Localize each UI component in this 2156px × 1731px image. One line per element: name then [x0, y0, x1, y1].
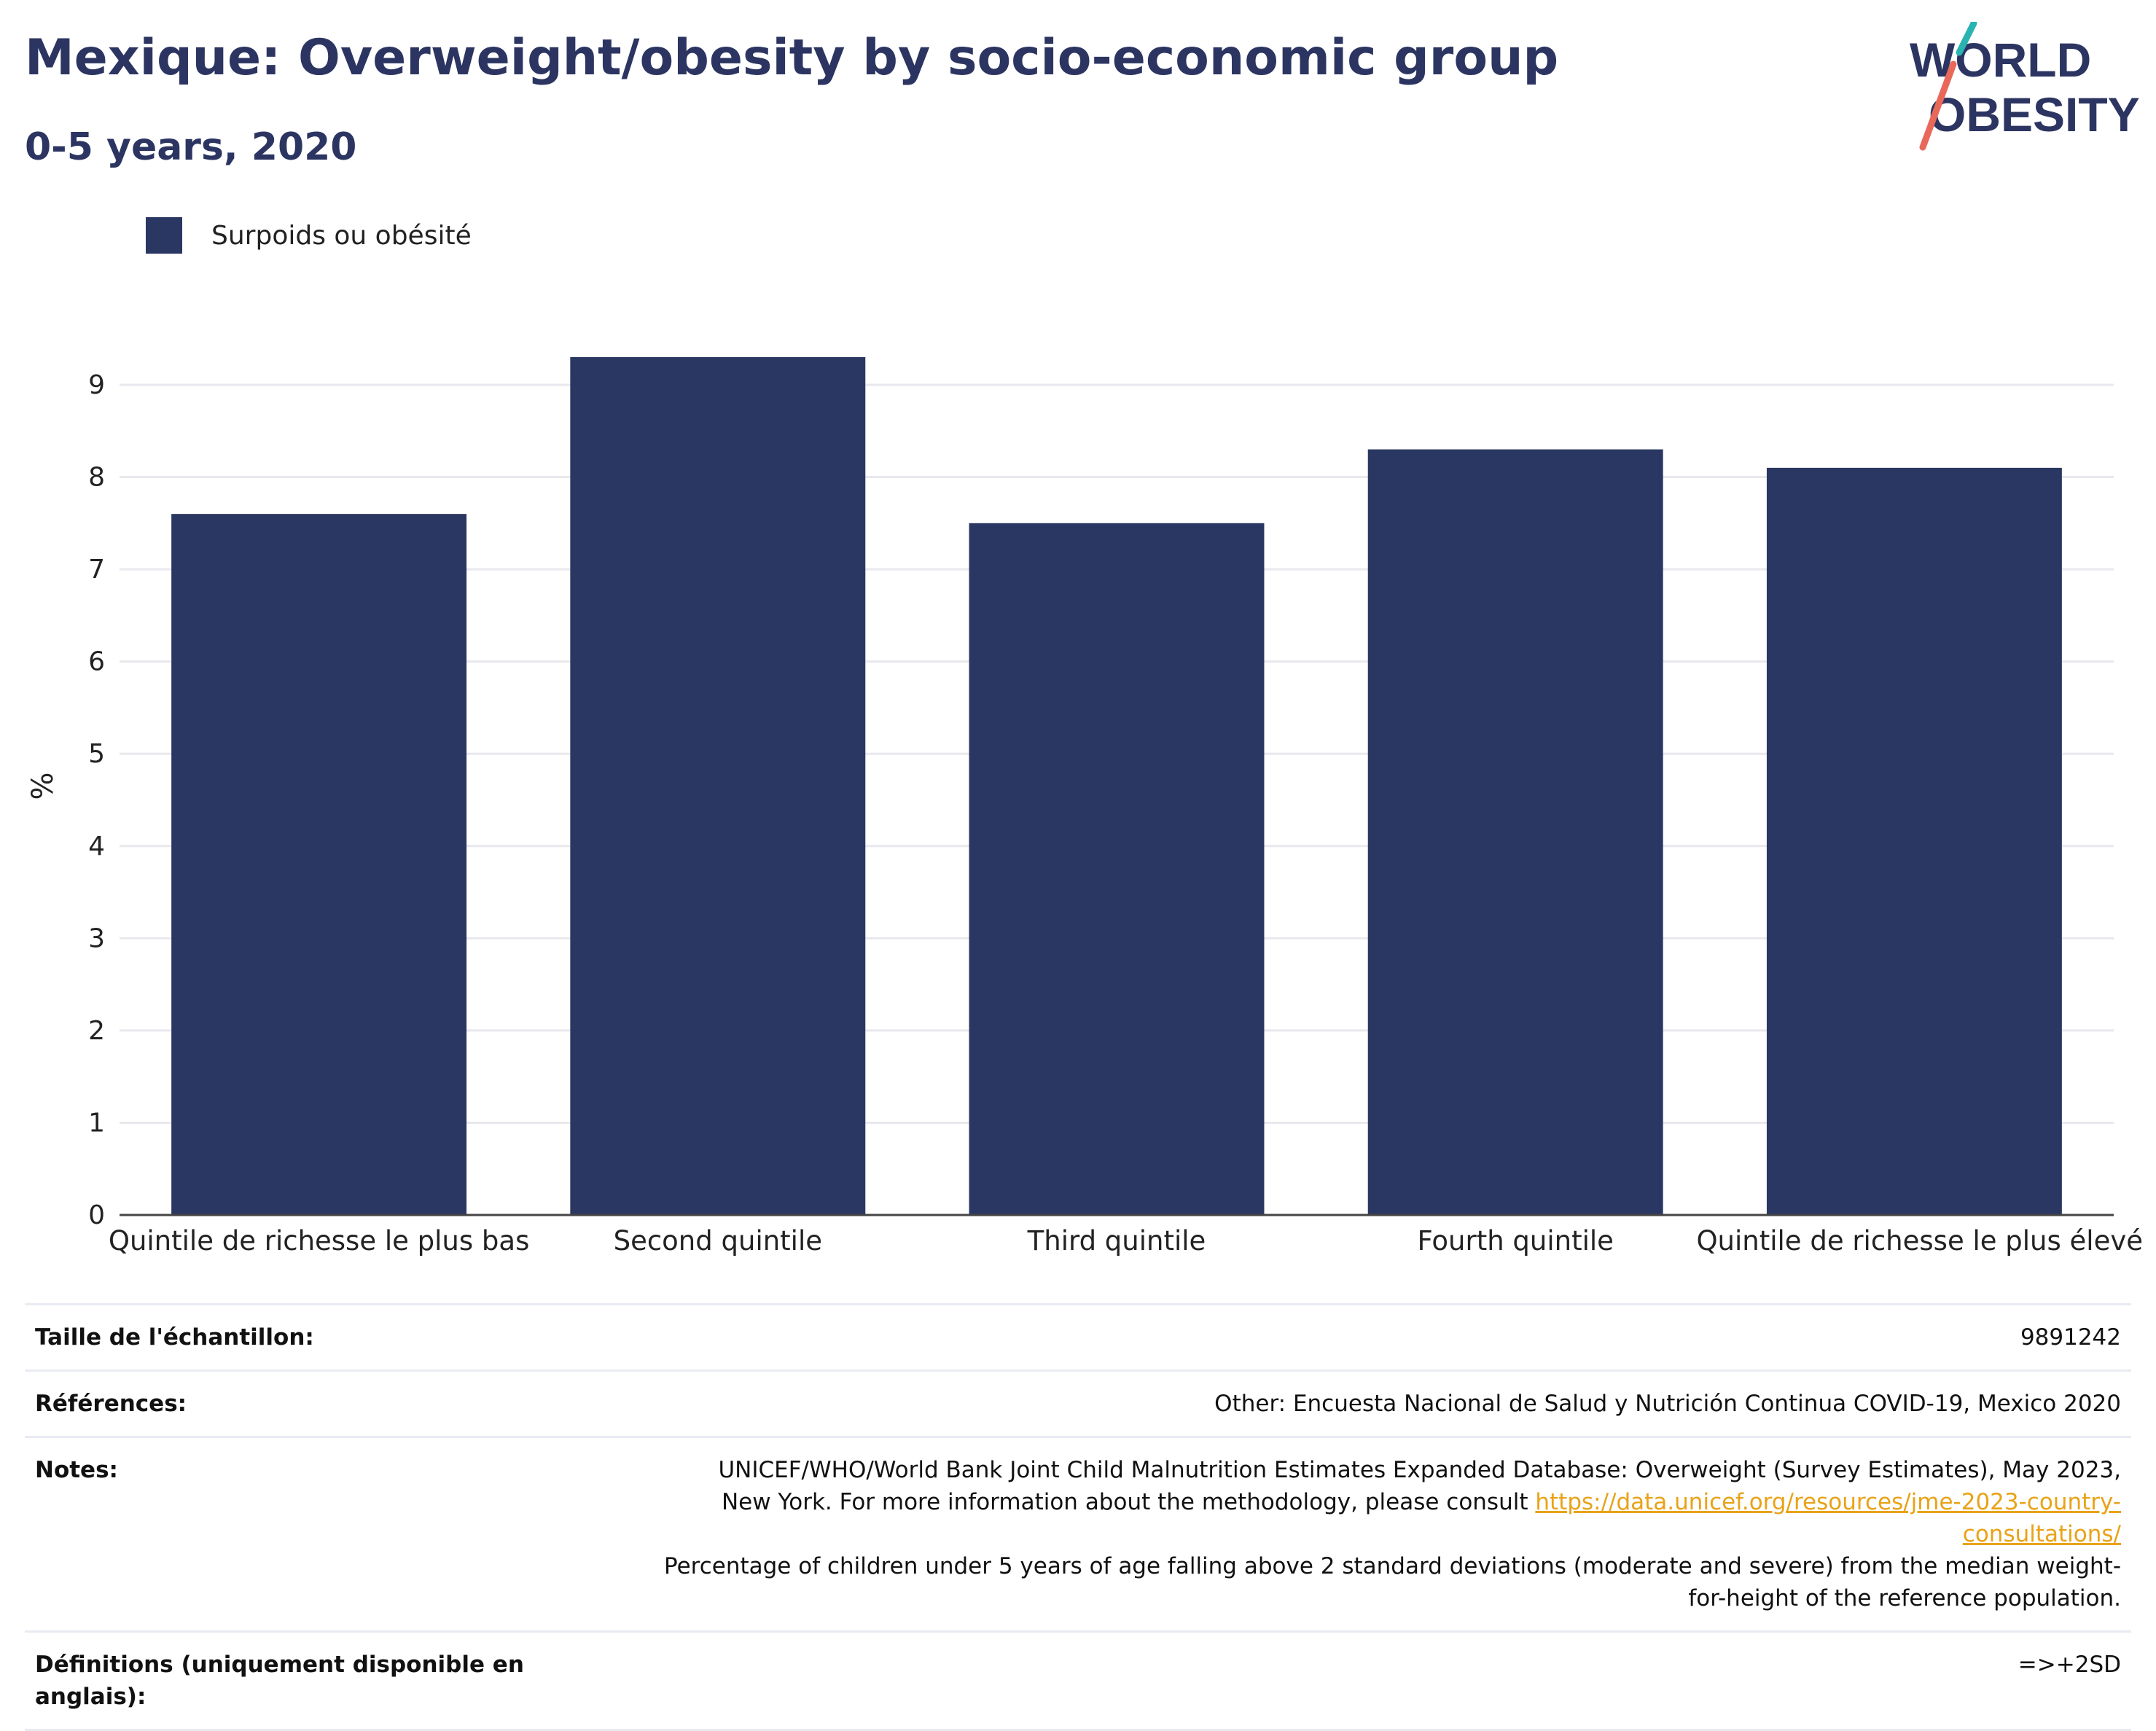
- logo-word-obesity: OBESITY: [1929, 87, 2140, 141]
- notes-label: Notes:: [35, 1457, 118, 1483]
- world-obesity-logo: WORLD OBESITY: [1910, 22, 2140, 151]
- chart-legend[interactable]: Surpoids ou obésité: [146, 216, 472, 255]
- y-tick-label: 7: [88, 555, 105, 585]
- y-tick-label: 9: [88, 370, 105, 400]
- notes-text-1: UNICEF/WHO/World Bank Joint Child Malnut…: [718, 1457, 2121, 1515]
- bar: [969, 523, 1265, 1215]
- y-tick-label: 0: [88, 1200, 105, 1230]
- sample-size-label: Taille de l'échantillon:: [35, 1324, 314, 1351]
- notes-value: UNICEF/WHO/World Bank Joint Child Malnut…: [663, 1454, 2121, 1614]
- bar: [570, 357, 866, 1215]
- sample-size-row: Taille de l'échantillon: 9891242: [25, 1303, 2131, 1369]
- x-tick-label: Quintile de richesse le plus élevé: [1696, 1225, 2143, 1257]
- notes-link[interactable]: https://data.unicef.org/resources/jme-20…: [1535, 1489, 2121, 1547]
- legend-swatch: [146, 217, 182, 254]
- bar-chart: 0 1 2 3 4 5 6 7 8 9% Quintile de richesse le plus …: [26, 357, 2143, 1257]
- definitions-label: Définitions (uniquement disponible en an…: [35, 1652, 524, 1710]
- chart-title: Mexique: Overweight/obesity by socio-eco…: [25, 29, 1559, 87]
- y-tick-label: 2: [88, 1016, 105, 1046]
- notes-text-2: Percentage of children under 5 years of …: [663, 1553, 2121, 1611]
- definitions-row: Définitions (uniquement disponible en an…: [25, 1630, 2131, 1731]
- y-tick-label: 5: [88, 739, 105, 769]
- logo-word-world: WORLD: [1910, 33, 2091, 87]
- references-value: Other: Encuesta Nacional de Salud y Nutr…: [1214, 1391, 2121, 1417]
- legend-label: Surpoids ou obésité: [211, 220, 472, 251]
- references-label: Références:: [35, 1391, 187, 1417]
- x-tick-label: Fourth quintile: [1417, 1225, 1613, 1257]
- x-tick-label: Third quintile: [1027, 1225, 1206, 1257]
- sample-size-value: 9891242: [2020, 1324, 2121, 1351]
- x-tick-label: Second quintile: [614, 1225, 822, 1257]
- metadata-table: Taille de l'échantillon: 9891242 Référen…: [25, 1303, 2131, 1731]
- chart-subtitle: 0-5 years, 2020: [25, 125, 357, 169]
- bar: [171, 514, 467, 1215]
- bar: [1766, 467, 2062, 1215]
- y-tick-label: 6: [88, 647, 105, 677]
- y-axis-label: %: [26, 772, 60, 800]
- x-tick-label: Quintile de richesse le plus bas: [109, 1225, 530, 1257]
- definitions-value: =>+2SD: [2018, 1652, 2121, 1678]
- references-row: Références: Other: Encuesta Nacional de …: [25, 1369, 2131, 1436]
- y-tick-label: 8: [88, 463, 105, 493]
- y-tick-label: 3: [88, 923, 105, 953]
- y-tick-label: 1: [88, 1108, 105, 1138]
- notes-row: Notes: UNICEF/WHO/World Bank Joint Child…: [25, 1436, 2131, 1630]
- bar: [1367, 449, 1663, 1216]
- y-tick-label: 4: [88, 832, 105, 861]
